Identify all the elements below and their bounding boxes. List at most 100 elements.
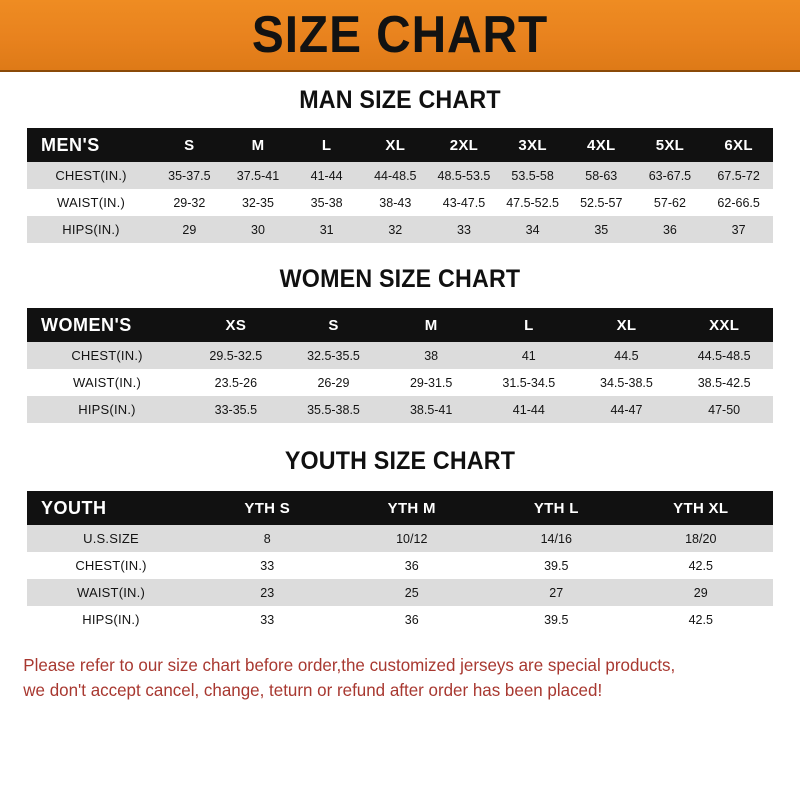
youth-cell-3-3: 42.5 (688, 612, 713, 627)
men-size-col-2: L (321, 136, 332, 154)
women-size-table: WOMEN'S XS S M L XL XXL CHEST(IN.) 29.5-… (27, 308, 773, 423)
women-cell-0-1: 32.5-35.5 (307, 348, 360, 363)
men-cell-0-6: 58-63 (585, 168, 618, 183)
women-cell-0-4: 44.5 (614, 348, 639, 363)
women-cell-0-3: 41 (521, 348, 536, 363)
women-cell-2-5: 47-50 (708, 402, 741, 417)
youth-row-label-0: U.S.SIZE (83, 531, 139, 546)
table-header-row: WOMEN'S XS S M L XL XXL (27, 308, 773, 342)
men-cell-0-4: 48.5-53.5 (437, 168, 491, 183)
section-man: MAN SIZE CHART MEN'S S M L XL 2XL 3XL 4X… (0, 86, 800, 243)
women-size-col-1: S (328, 316, 339, 334)
men-cell-1-6: 52.5-57 (580, 195, 623, 210)
women-cell-0-0: 29.5-32.5 (209, 348, 263, 363)
men-cell-1-5: 47.5-52.5 (506, 195, 560, 210)
men-size-col-3: XL (385, 136, 406, 154)
men-cell-2-4: 33 (457, 222, 471, 237)
women-cell-1-0: 23.5-26 (214, 375, 258, 390)
men-size-col-5: 3XL (518, 136, 547, 154)
women-row-label-1: WAIST(IN.) (73, 375, 141, 390)
table-row: HIPS(IN.) 33-35.5 35.5-38.5 38.5-41 41-4… (27, 396, 773, 423)
youth-cell-2-0: 23 (260, 585, 275, 600)
footer-line-1: Please refer to our size chart before or… (23, 655, 676, 675)
youth-size-col-2: YTH L (533, 499, 579, 517)
women-size-col-5: XXL (709, 316, 740, 334)
youth-table-body: U.S.SIZE 8 10/12 14/16 18/20 CHEST(IN.) … (27, 525, 773, 633)
section-title-man: MAN SIZE CHART (299, 86, 501, 114)
women-cell-0-2: 38 (424, 348, 439, 363)
men-cell-0-1: 37.5-41 (236, 168, 280, 183)
section-title-youth: YOUTH SIZE CHART (284, 447, 516, 475)
men-corner-label: MEN'S (41, 134, 100, 155)
men-cell-0-0: 35-37.5 (168, 168, 211, 183)
women-cell-1-3: 31.5-34.5 (502, 375, 556, 390)
women-cell-1-2: 29-31.5 (409, 375, 453, 390)
men-size-col-6: 4XL (587, 136, 616, 154)
table-header-row: YOUTH YTH S YTH M YTH L YTH XL (27, 491, 773, 525)
youth-corner-label: YOUTH (41, 497, 107, 518)
women-size-col-3: L (524, 316, 534, 334)
women-row-label-2: HIPS(IN.) (78, 402, 136, 417)
youth-cell-0-0: 8 (263, 531, 271, 546)
youth-cell-1-2: 39.5 (544, 558, 569, 573)
table-row: HIPS(IN.) 29 30 31 32 33 34 35 36 37 (27, 216, 773, 243)
men-size-table: MEN'S S M L XL 2XL 3XL 4XL 5XL 6XL CHEST… (27, 128, 773, 243)
men-cell-2-8: 37 (731, 222, 746, 237)
women-cell-2-3: 41-44 (512, 402, 545, 417)
men-cell-1-7: 57-62 (653, 195, 686, 210)
men-table-body: CHEST(IN.) 35-37.5 37.5-41 41-44 44-48.5… (27, 162, 773, 243)
youth-cell-0-1: 10/12 (396, 531, 428, 546)
women-cell-1-5: 38.5-42.5 (697, 375, 751, 390)
women-cell-1-1: 26-29 (317, 375, 350, 390)
page-banner: SIZE CHART (0, 0, 800, 72)
table-row: U.S.SIZE 8 10/12 14/16 18/20 (27, 525, 773, 552)
men-cell-2-3: 32 (388, 222, 403, 237)
women-cell-2-4: 44-47 (610, 402, 643, 417)
table-row: CHEST(IN.) 29.5-32.5 32.5-35.5 38 41 44.… (27, 342, 773, 369)
men-cell-0-3: 44-48.5 (374, 168, 417, 183)
men-cell-1-8: 62-66.5 (717, 195, 760, 210)
men-cell-1-1: 32-35 (241, 195, 274, 210)
men-cell-1-2: 35-38 (310, 195, 343, 210)
youth-table-header: YOUTH YTH S YTH M YTH L YTH XL (27, 491, 773, 525)
women-row-label-0: CHEST(IN.) (71, 348, 143, 363)
youth-size-col-3: YTH XL (673, 499, 729, 517)
men-table-header: MEN'S S M L XL 2XL 3XL 4XL 5XL 6XL (27, 128, 773, 162)
youth-cell-1-1: 36 (404, 558, 419, 573)
men-size-col-7: 5XL (655, 136, 685, 154)
men-row-label-0: CHEST(IN.) (55, 168, 127, 183)
women-table-header: WOMEN'S XS S M L XL XXL (27, 308, 773, 342)
youth-cell-3-2: 39.5 (544, 612, 569, 627)
youth-cell-2-3: 29 (693, 585, 708, 600)
men-size-col-8: 6XL (724, 136, 753, 154)
youth-cell-3-1: 36 (404, 612, 419, 627)
youth-size-col-1: YTH M (387, 499, 436, 517)
men-cell-2-2: 31 (319, 222, 334, 237)
youth-cell-1-3: 42.5 (688, 558, 713, 573)
men-cell-1-4: 43-47.5 (442, 195, 486, 210)
youth-cell-2-1: 25 (404, 585, 419, 600)
men-size-col-4: 2XL (449, 136, 479, 154)
women-size-col-0: XS (225, 316, 247, 334)
section-women: WOMEN SIZE CHART WOMEN'S XS S M L XL XXL… (0, 265, 800, 423)
men-cell-2-1: 30 (251, 222, 265, 237)
men-cell-1-3: 38-43 (379, 195, 412, 210)
table-header-row: MEN'S S M L XL 2XL 3XL 4XL 5XL 6XL (27, 128, 773, 162)
men-row-label-2: HIPS(IN.) (62, 222, 120, 237)
table-row: WAIST(IN.) 29-32 32-35 35-38 38-43 43-47… (27, 189, 773, 216)
women-cell-1-4: 34.5-38.5 (600, 375, 653, 390)
women-corner-label: WOMEN'S (41, 314, 132, 335)
youth-row-label-3: HIPS(IN.) (82, 612, 140, 627)
men-cell-0-8: 67.5-72 (717, 168, 760, 183)
table-row: WAIST(IN.) 23 25 27 29 (27, 579, 773, 606)
youth-cell-2-2: 27 (549, 585, 564, 600)
men-row-label-1: WAIST(IN.) (57, 195, 125, 210)
women-cell-0-5: 44.5-48.5 (697, 348, 751, 363)
footer-line-2: we don't accept cancel, change, teturn o… (23, 680, 603, 701)
youth-cell-1-0: 33 (260, 558, 275, 573)
page-title: SIZE CHART (251, 6, 549, 64)
women-table-body: CHEST(IN.) 29.5-32.5 32.5-35.5 38 41 44.… (27, 342, 773, 423)
men-size-col-0: S (184, 136, 195, 154)
women-cell-2-2: 38.5-41 (409, 402, 453, 417)
